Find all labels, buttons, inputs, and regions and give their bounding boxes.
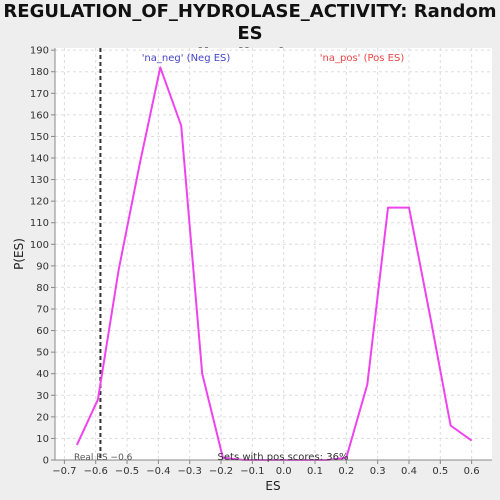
y-tick-label: 90 xyxy=(36,261,49,272)
annotation-pos-scores: Sets with pos scores: 36% xyxy=(218,452,349,463)
x-tick-label: −0.2 xyxy=(209,466,233,477)
x-tick-label: 0.2 xyxy=(338,466,354,477)
plot-area xyxy=(55,48,492,460)
x-tick-label: 0.0 xyxy=(276,466,292,477)
y-tick-label: 130 xyxy=(30,175,49,186)
y-tick-label: 180 xyxy=(30,67,49,78)
x-tick-label: −0.3 xyxy=(178,466,202,477)
x-axis-ticks: −0.7 −0.6 −0.5 −0.4 −0.3 −0.2 −0.1 0.0 0.1 0.2 0.3… xyxy=(52,460,480,477)
x-tick-label: 0.5 xyxy=(432,466,448,477)
x-tick-label: 0.1 xyxy=(307,466,323,477)
x-tick-label: 0.3 xyxy=(370,466,386,477)
y-tick-label: 70 xyxy=(36,305,49,316)
y-axis-label: P(ES) xyxy=(12,238,26,270)
grid-lines xyxy=(55,48,492,461)
y-tick-label: 60 xyxy=(36,326,49,337)
y-tick-label: 140 xyxy=(30,154,49,165)
y-tick-label: 20 xyxy=(36,412,49,423)
chart-title-line-1: REGULATION_OF_HYDROLASE_ACTIVITY: Random… xyxy=(3,1,497,44)
x-tick-label: −0.4 xyxy=(146,466,170,477)
x-tick-label: 0.4 xyxy=(401,466,417,477)
x-tick-label: −0.6 xyxy=(84,466,108,477)
y-tick-label: 160 xyxy=(30,110,49,121)
y-tick-label: 10 xyxy=(36,434,49,445)
x-tick-label: 0.6 xyxy=(464,466,480,477)
y-tick-label: 170 xyxy=(30,89,49,100)
y-tick-label: 30 xyxy=(36,391,49,402)
x-tick-label: −0.1 xyxy=(240,466,264,477)
y-tick-label: 40 xyxy=(36,369,49,380)
y-tick-label: 50 xyxy=(36,348,49,359)
x-tick-label: −0.7 xyxy=(52,466,76,477)
legend-pos: 'na_pos' (Pos ES) xyxy=(320,53,405,64)
y-tick-label: 110 xyxy=(30,218,49,229)
y-tick-label: 100 xyxy=(30,240,49,251)
y-tick-label: 120 xyxy=(30,197,49,208)
real-es-label: Real ES −0.6 xyxy=(74,453,133,463)
y-tick-label: 190 xyxy=(30,46,49,57)
y-axis-ticks: 0 10 20 30 40 50 60 70 80 90 100 110 120 130 140 150 160… xyxy=(30,46,55,467)
legend-neg: 'na_neg' (Neg ES) xyxy=(142,53,231,64)
x-axis-label: ES xyxy=(265,479,280,493)
y-tick-label: 80 xyxy=(36,283,49,294)
y-tick-label: 150 xyxy=(30,132,49,143)
y-tick-label: 0 xyxy=(43,456,49,467)
x-tick-label: −0.5 xyxy=(115,466,139,477)
